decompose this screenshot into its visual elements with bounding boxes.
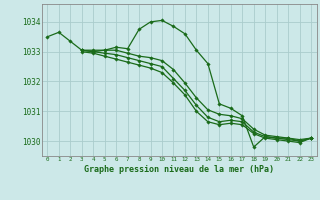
X-axis label: Graphe pression niveau de la mer (hPa): Graphe pression niveau de la mer (hPa): [84, 165, 274, 174]
